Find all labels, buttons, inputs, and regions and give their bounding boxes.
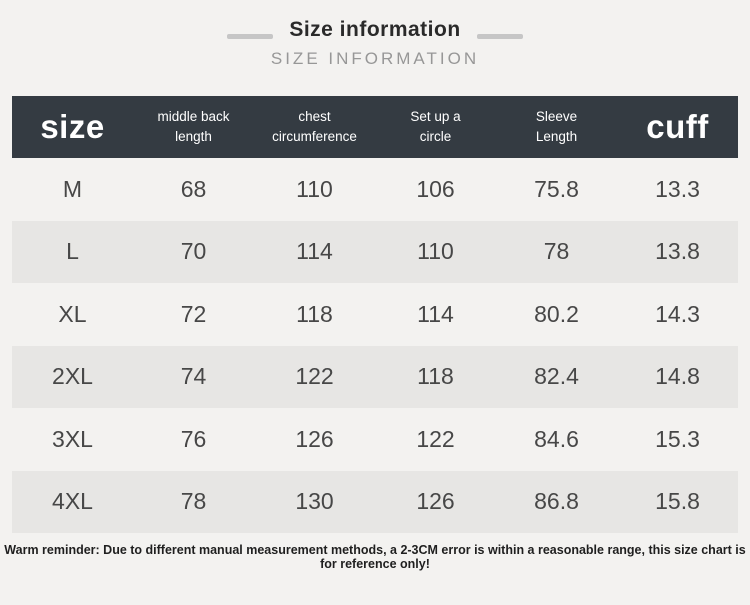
table-cell: 130: [295, 488, 334, 515]
table-cell: 110: [417, 238, 454, 265]
title-row: Size information: [0, 18, 750, 42]
header-label-line: length: [175, 129, 212, 144]
header-label-line: middle back: [157, 109, 230, 125]
table-cell: 4XL: [52, 488, 93, 515]
title-divider-right: [476, 34, 523, 39]
table-row-2xl: 2XL 74 122 118 82.4 14.8: [12, 345, 738, 408]
header-label-line: Length: [535, 129, 578, 144]
header-label-line: circumference: [272, 129, 357, 144]
table-cell: M: [62, 175, 83, 202]
table-cell: 118: [417, 363, 454, 390]
table-cell: 84.6: [534, 425, 579, 452]
table-row-3xl: 3XL 76 126 122 84.6 15.3: [12, 408, 738, 471]
table-cell: 68: [180, 175, 207, 202]
table-cell: 3XL: [52, 425, 93, 452]
page-title: Size information: [289, 18, 461, 41]
table-cell: 13.3: [655, 175, 700, 202]
header-cell-size: size: [40, 108, 105, 145]
table-cell: 14.3: [655, 300, 700, 327]
table-cell: 72: [180, 300, 207, 327]
table-row-m: M 68 110 106 75.8 13.3: [12, 158, 738, 221]
header-cell-middle-back-length: middle back length: [133, 96, 254, 158]
header-cell-sleeve-length: Sleeve Length: [496, 96, 617, 158]
header-cell-cuff: cuff: [646, 108, 709, 145]
header-cell-chest-circumference: chest circumference: [254, 96, 375, 158]
table-cell: L: [66, 238, 79, 265]
table-cell: 110: [296, 175, 333, 202]
table-cell: 78: [180, 488, 207, 515]
header-label-line: circle: [419, 129, 452, 144]
table-cell: 2XL: [52, 363, 93, 390]
table-cell: 14.8: [655, 363, 700, 390]
table-cell: 76: [180, 425, 207, 452]
table-header-row: size middle back length chest circumfere…: [12, 96, 738, 158]
table-cell: 122: [295, 363, 334, 390]
table-row-xl: XL 72 118 114 80.2 14.3: [12, 283, 738, 346]
header-label-line: Sleeve: [535, 109, 578, 125]
table-cell: 80.2: [534, 300, 579, 327]
warm-reminder-text: Warm reminder: Due to different manual m…: [4, 543, 746, 571]
table-cell: 106: [416, 175, 455, 202]
table-cell: 122: [416, 425, 455, 452]
title-divider-left: [227, 34, 274, 39]
size-table: size middle back length chest circumfere…: [12, 96, 738, 533]
table-cell: 74: [180, 363, 207, 390]
table-row-l: L 70 114 110 78 13.8: [12, 220, 738, 283]
table-cell: 118: [296, 300, 333, 327]
table-cell: 70: [180, 238, 207, 265]
title-section: Size information SIZE INFORMATION: [0, 18, 750, 69]
table-cell: 78: [543, 238, 570, 265]
table-cell: 13.8: [655, 238, 700, 265]
table-cell: 126: [416, 488, 455, 515]
table-row-4xl: 4XL 78 130 126 86.8 15.8: [12, 470, 738, 533]
header-cell-set-up-a-circle: Set up a circle: [375, 96, 496, 158]
table-cell: 86.8: [534, 488, 579, 515]
table-cell: XL: [58, 300, 87, 327]
header-label-line: Set up a: [410, 109, 461, 125]
table-cell: 75.8: [534, 175, 579, 202]
table-cell: 126: [295, 425, 334, 452]
table-cell: 114: [417, 300, 454, 327]
table-cell: 82.4: [534, 363, 579, 390]
table-cell: 114: [296, 238, 333, 265]
page-subtitle: SIZE INFORMATION: [270, 49, 480, 68]
table-cell: 15.3: [655, 425, 700, 452]
table-cell: 15.8: [655, 488, 700, 515]
header-label-line: chest: [298, 109, 331, 125]
